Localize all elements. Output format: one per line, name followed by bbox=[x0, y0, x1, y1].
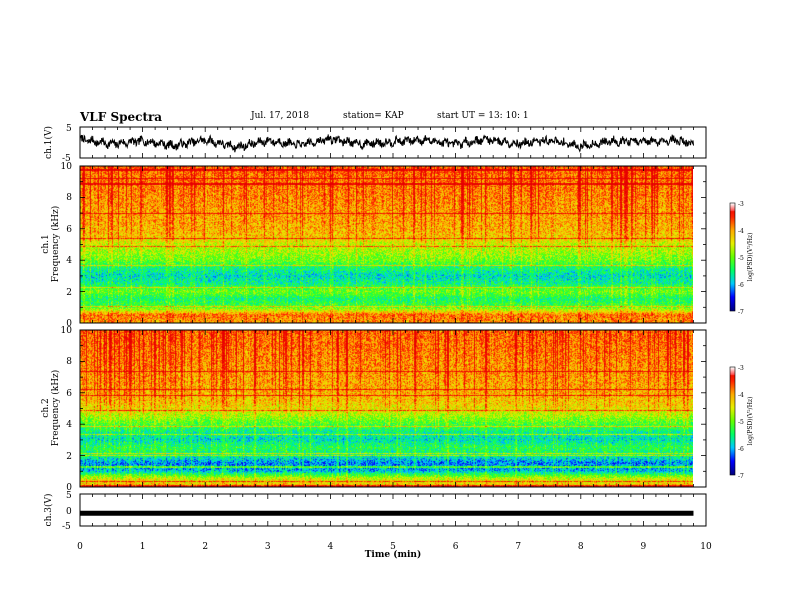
colorbar-ch1-gradient bbox=[730, 203, 735, 311]
x-axis-label: Time (min) bbox=[365, 549, 422, 560]
ch1-ytick-4: 4 bbox=[66, 256, 72, 266]
ch1-waveform-panel: 5 -5 ch.1(V) bbox=[43, 124, 707, 164]
ch3-ytick-mid: 0 bbox=[66, 507, 72, 517]
ch2-ytick-0: 0 bbox=[66, 483, 72, 493]
cbar1-tick-m4: -4 bbox=[738, 228, 744, 235]
x-tick-label: 8 bbox=[578, 542, 584, 552]
colorbar-ch1: -3 -4 -5 -6 -7 log(PSD)(V²/Hz) bbox=[729, 201, 754, 316]
ch1-ytick-top: 5 bbox=[66, 124, 72, 134]
ch2-freq-label: Frequency (kHz) bbox=[50, 370, 61, 447]
ch2-ytick-8: 8 bbox=[66, 357, 72, 367]
cbar2-label: log(PSD)(V²/Hz) bbox=[747, 397, 754, 446]
cbar2-tick-m4: -4 bbox=[738, 392, 744, 399]
colorbar-ch2-gradient bbox=[730, 367, 735, 475]
date-label: Jul. 17, 2018 bbox=[251, 111, 310, 121]
x-tick-label: 5 bbox=[390, 542, 396, 552]
ch1-ytick-8: 8 bbox=[66, 193, 72, 203]
cbar1-label: log(PSD)(V²/Hz) bbox=[747, 233, 754, 282]
ch1-waveform-ticks bbox=[79, 127, 707, 158]
ch1-ytick-2: 2 bbox=[66, 288, 72, 298]
x-tick-label: 10 bbox=[700, 542, 712, 552]
ch2-ytick-10: 10 bbox=[61, 326, 73, 336]
cbar1-tick-m5: -5 bbox=[738, 255, 744, 262]
ch2-ytick-4: 4 bbox=[66, 420, 72, 430]
x-tick-label: 2 bbox=[202, 542, 208, 552]
ch2-ytick-6: 6 bbox=[66, 389, 72, 399]
ch1-ytick-0: 0 bbox=[66, 319, 72, 329]
ch1-freq-label: Frequency (kHz) bbox=[50, 206, 61, 283]
start-time-label: start UT = 13: 10: 1 bbox=[437, 111, 529, 121]
cbar2-tick-m7: -7 bbox=[738, 473, 744, 480]
cbar2-tick-m3: -3 bbox=[738, 365, 744, 372]
ch1-spectrogram-image bbox=[80, 166, 693, 323]
ch2-spectrogram-panel: 0 2 4 6 8 10 ch.2 Frequency (kHz) bbox=[41, 326, 707, 493]
ch1-spectrogram-ticks bbox=[79, 165, 707, 324]
ch3-waveform-ticks bbox=[79, 494, 707, 526]
ch3-ytick-bottom: -5 bbox=[62, 522, 71, 532]
cbar1-tick-m6: -6 bbox=[738, 282, 744, 289]
x-tick-label: 6 bbox=[453, 542, 459, 552]
x-tick-label: 9 bbox=[641, 542, 647, 552]
colorbar-ch1-frame bbox=[729, 202, 736, 312]
cbar2-tick-m6: -6 bbox=[738, 446, 744, 453]
ch3-ytick-top: 5 bbox=[66, 491, 72, 501]
ch2-spectrogram-image bbox=[80, 330, 693, 487]
ch1-waveform-trace bbox=[80, 134, 694, 153]
ch3-ylabel: ch.3(V) bbox=[43, 494, 54, 527]
x-tick-labels: 0 1 2 3 4 5 6 7 8 9 10 bbox=[77, 542, 712, 552]
x-tick-label: 4 bbox=[328, 542, 334, 552]
cbar1-tick-m7: -7 bbox=[738, 309, 744, 316]
ch2-channel-label: ch.2 bbox=[41, 398, 51, 417]
ch2-ytick-2: 2 bbox=[66, 452, 72, 462]
ch1-spectrogram-panel: 0 2 4 6 8 10 ch.1 Frequency (kHz) bbox=[41, 162, 707, 329]
x-tick-label: 7 bbox=[515, 542, 521, 552]
ch1-channel-label: ch.1 bbox=[41, 234, 51, 253]
ch3-waveform-panel: 5 0 -5 ch.3(V) 0 1 2 3 4 5 6 7 8 9 10 Time (min) bbox=[43, 491, 712, 560]
x-tick-label: 0 bbox=[77, 542, 83, 552]
colorbar-ch2: -3 -4 -5 -6 -7 log(PSD)(V²/Hz) bbox=[729, 365, 754, 480]
cbar2-tick-m5: -5 bbox=[738, 419, 744, 426]
ch1-ylabel: ch.1(V) bbox=[43, 126, 54, 159]
figure-title: VLF Spectra bbox=[80, 110, 163, 124]
colorbar-ch2-frame bbox=[729, 366, 736, 476]
ch1-ytick-10: 10 bbox=[61, 162, 73, 172]
ch1-ytick-6: 6 bbox=[66, 225, 72, 235]
ch1-ytick-bottom: -5 bbox=[62, 154, 71, 164]
ch2-spectrogram-ticks bbox=[79, 329, 707, 488]
station-label: station= KAP bbox=[343, 111, 404, 121]
x-tick-label: 3 bbox=[265, 542, 271, 552]
x-tick-label: 1 bbox=[140, 542, 146, 552]
cbar1-tick-m3: -3 bbox=[738, 201, 744, 208]
